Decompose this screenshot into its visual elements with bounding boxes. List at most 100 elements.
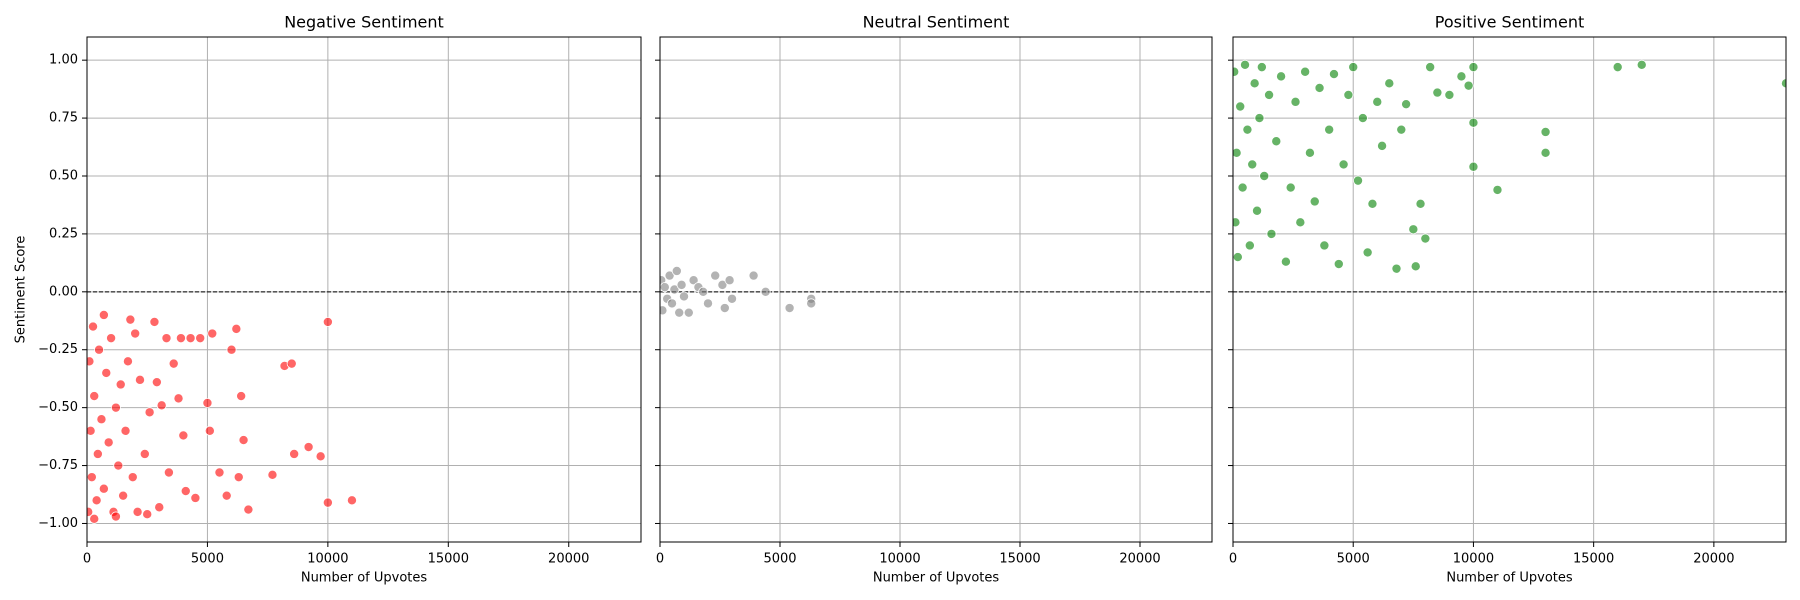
data-point bbox=[98, 309, 109, 320]
data-point bbox=[163, 467, 174, 478]
data-point bbox=[207, 328, 218, 339]
data-point bbox=[1314, 82, 1325, 93]
x-tick-label: 10000 bbox=[307, 552, 348, 567]
data-point bbox=[1343, 89, 1354, 100]
data-point bbox=[1304, 147, 1315, 158]
data-point bbox=[103, 437, 114, 448]
x-axis-label: Number of Upvotes bbox=[1446, 571, 1573, 586]
data-point bbox=[233, 472, 244, 483]
data-point bbox=[1266, 228, 1277, 239]
data-point bbox=[236, 391, 247, 402]
data-point bbox=[683, 307, 694, 318]
data-point bbox=[1290, 96, 1301, 107]
subplot: 0 5000 10000 15000 20000 Positive Sentiment Nu… bbox=[1228, 13, 1787, 586]
data-point bbox=[1256, 62, 1267, 73]
data-point bbox=[1540, 126, 1551, 137]
data-point bbox=[1264, 89, 1275, 100]
data-point bbox=[1333, 259, 1344, 270]
data-point bbox=[1444, 89, 1455, 100]
data-point bbox=[161, 333, 172, 344]
data-point bbox=[1377, 140, 1388, 151]
data-point bbox=[806, 298, 817, 309]
x-axis-label: Number of Upvotes bbox=[301, 571, 428, 586]
data-point bbox=[1254, 113, 1265, 124]
y-axis-label: Sentiment Score bbox=[14, 236, 29, 344]
data-point bbox=[139, 448, 150, 459]
data-point bbox=[125, 314, 136, 325]
axes-frame bbox=[1232, 36, 1787, 543]
data-point bbox=[115, 379, 126, 390]
data-point bbox=[315, 451, 326, 462]
data-point bbox=[322, 316, 333, 327]
x-axis-label: Number of Upvotes bbox=[873, 571, 1000, 586]
data-point bbox=[710, 270, 721, 281]
data-point bbox=[1240, 59, 1251, 70]
data-point bbox=[1372, 96, 1383, 107]
data-point bbox=[727, 293, 738, 304]
x-tick-label: 15000 bbox=[1573, 552, 1614, 567]
data-point bbox=[703, 298, 714, 309]
data-point bbox=[664, 270, 675, 281]
y-tick-label: −1.00 bbox=[38, 516, 78, 531]
data-point bbox=[1636, 59, 1647, 70]
data-point bbox=[87, 356, 95, 367]
x-tick-label: 20000 bbox=[1119, 552, 1160, 567]
data-point bbox=[1319, 240, 1330, 251]
x-tick-label: 0 bbox=[656, 552, 664, 567]
data-point bbox=[178, 430, 189, 441]
data-point bbox=[660, 305, 668, 316]
data-point bbox=[719, 303, 730, 314]
data-point bbox=[231, 323, 242, 334]
subplot: 0 5000 10000 15000 20000 1.00 0.75 0.50 0.25 0.00… bbox=[14, 13, 642, 586]
data-point bbox=[1244, 240, 1255, 251]
data-point bbox=[1362, 247, 1373, 258]
points bbox=[87, 309, 357, 524]
data-point bbox=[87, 472, 97, 483]
data-point bbox=[96, 414, 107, 425]
data-point bbox=[1252, 205, 1263, 216]
data-point bbox=[760, 286, 771, 297]
x-tick-label: 0 bbox=[83, 552, 91, 567]
data-point bbox=[660, 282, 670, 293]
data-point bbox=[132, 506, 143, 517]
data-point bbox=[149, 316, 160, 327]
points bbox=[1233, 59, 1786, 274]
y-tick-label: 0.50 bbox=[49, 168, 78, 183]
data-point bbox=[674, 307, 685, 318]
data-point bbox=[1249, 78, 1260, 89]
y-tick-label: 0.25 bbox=[49, 226, 78, 241]
data-point bbox=[1420, 233, 1431, 244]
subplot-title: Negative Sentiment bbox=[284, 13, 444, 32]
data-point bbox=[1384, 78, 1395, 89]
data-point bbox=[1237, 182, 1248, 193]
data-point bbox=[168, 358, 179, 369]
data-point bbox=[1233, 66, 1240, 77]
data-point bbox=[676, 279, 687, 290]
data-point bbox=[88, 321, 99, 332]
x-tick-label: 20000 bbox=[1693, 552, 1734, 567]
y-tick-label: −0.75 bbox=[38, 458, 78, 473]
x-tick-label: 0 bbox=[1229, 552, 1237, 567]
data-point bbox=[87, 425, 96, 436]
data-point bbox=[748, 270, 759, 281]
y-tick-label: 0.75 bbox=[49, 111, 78, 126]
points bbox=[660, 265, 817, 318]
y-tick-label: −0.50 bbox=[38, 400, 78, 415]
data-point bbox=[144, 407, 155, 418]
data-point bbox=[202, 398, 213, 409]
data-point bbox=[92, 448, 103, 459]
subplot-title: Positive Sentiment bbox=[1435, 13, 1584, 32]
data-point bbox=[1456, 71, 1467, 82]
data-point bbox=[142, 509, 153, 520]
data-point bbox=[1432, 87, 1443, 98]
data-point bbox=[1612, 62, 1623, 73]
data-point bbox=[110, 511, 121, 522]
data-point bbox=[1463, 80, 1474, 91]
data-point bbox=[1285, 182, 1296, 193]
data-point bbox=[688, 275, 699, 286]
data-point bbox=[1410, 261, 1421, 272]
data-point bbox=[1540, 147, 1551, 158]
data-point bbox=[286, 358, 297, 369]
data-point bbox=[154, 502, 165, 513]
data-point bbox=[1338, 159, 1349, 170]
